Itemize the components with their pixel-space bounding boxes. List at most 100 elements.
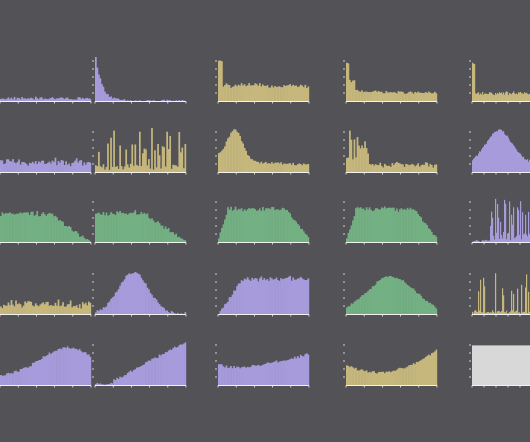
bar <box>377 165 380 172</box>
bar <box>435 236 438 242</box>
bar <box>519 312 521 314</box>
bar <box>230 132 232 172</box>
bar <box>408 165 410 172</box>
bar <box>389 207 392 242</box>
bar <box>491 92 493 101</box>
histogram-panel-r4-c2 <box>215 344 310 388</box>
bar <box>142 213 144 242</box>
bar <box>347 157 350 172</box>
histogram-panel-r4-c0 <box>0 346 92 388</box>
bar <box>105 93 108 101</box>
bar <box>388 165 391 172</box>
bar <box>522 212 524 242</box>
bar <box>368 289 371 314</box>
bar <box>362 295 365 314</box>
bar <box>475 345 477 385</box>
histogram-panel-r1-c2 <box>215 129 310 175</box>
bar <box>514 312 516 314</box>
bar <box>380 91 383 101</box>
bar <box>224 219 226 242</box>
bar <box>19 368 22 385</box>
bar <box>420 360 423 385</box>
bar <box>233 209 235 242</box>
bar <box>496 345 498 385</box>
bar <box>518 152 520 172</box>
bar <box>240 280 243 314</box>
bar <box>114 292 117 314</box>
bar <box>40 303 43 314</box>
bar <box>290 358 293 385</box>
bar <box>283 278 285 314</box>
bar <box>233 290 235 314</box>
bar <box>234 84 237 101</box>
bar <box>424 300 427 314</box>
bar <box>374 373 377 385</box>
bar <box>158 155 161 172</box>
bar <box>485 312 487 314</box>
bar <box>426 162 429 172</box>
bar <box>358 370 360 385</box>
bar <box>138 214 141 242</box>
bar <box>252 364 255 385</box>
bar <box>158 304 161 314</box>
bar <box>182 239 185 242</box>
bar <box>10 97 13 101</box>
bar <box>117 212 120 242</box>
bar <box>59 348 61 385</box>
bar <box>178 236 181 242</box>
bar <box>230 87 232 101</box>
bar <box>83 98 86 101</box>
bar <box>122 376 125 385</box>
bar <box>170 311 173 314</box>
bar <box>481 345 483 385</box>
bar <box>161 225 164 242</box>
bar <box>405 163 407 172</box>
bar <box>129 163 132 172</box>
bar <box>377 90 380 101</box>
bar <box>68 304 70 314</box>
bar <box>515 94 517 101</box>
bar <box>367 372 369 385</box>
bar <box>269 163 272 172</box>
bar <box>56 217 58 242</box>
bar <box>4 99 7 101</box>
bar <box>280 87 282 101</box>
bar <box>299 276 302 314</box>
bar <box>125 149 128 172</box>
bar <box>28 162 31 172</box>
bar <box>305 353 308 385</box>
bar <box>34 214 37 242</box>
bar <box>274 210 276 242</box>
bar <box>119 210 121 242</box>
bar <box>54 302 57 314</box>
bar <box>397 211 400 242</box>
bar <box>140 277 143 314</box>
bar <box>523 156 525 172</box>
bar <box>263 278 266 314</box>
bar <box>18 98 20 101</box>
bar <box>417 293 419 314</box>
bar <box>225 303 228 314</box>
bar <box>84 239 87 242</box>
bar <box>131 213 134 242</box>
bar <box>219 311 222 314</box>
bar <box>475 93 477 101</box>
bar <box>39 216 42 242</box>
bar <box>496 94 498 101</box>
bar <box>478 345 480 385</box>
bar <box>403 93 406 101</box>
bar <box>13 371 16 385</box>
bar <box>496 232 498 242</box>
bar <box>71 230 73 242</box>
bar <box>496 312 498 314</box>
bar <box>80 308 83 314</box>
bar <box>417 91 419 101</box>
bar <box>472 160 474 172</box>
bar <box>257 85 260 101</box>
bar <box>371 91 374 101</box>
bar <box>246 209 249 242</box>
bar <box>478 291 480 314</box>
bar <box>65 348 67 385</box>
bar <box>222 148 225 172</box>
